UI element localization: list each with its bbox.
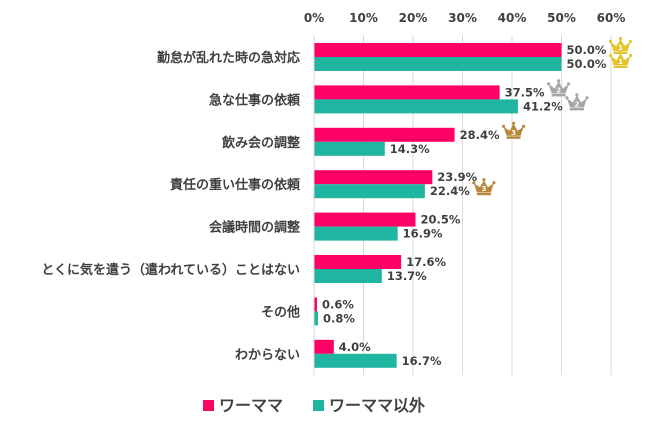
category-label: わからない (235, 348, 300, 363)
x-tick-label: 0% (304, 11, 324, 25)
bar-waamama (314, 85, 500, 100)
category-label: 急な仕事の依頼 (209, 92, 301, 108)
bar-other (314, 184, 425, 199)
bar-other (314, 311, 318, 326)
bar-other (314, 353, 397, 368)
data-label: 50.0% (567, 57, 607, 71)
rank-1-crown-icon: 1 (608, 50, 633, 68)
rank-2-crown-icon: 2 (565, 93, 589, 111)
x-tick-label: 30% (448, 11, 477, 25)
svg-text:1: 1 (618, 44, 623, 52)
category-label: 飲み会の調整 (221, 135, 301, 151)
svg-text:2: 2 (556, 86, 561, 94)
category-label: 会議時間の調整 (209, 220, 301, 236)
bar-waamama (314, 212, 416, 227)
data-label: 41.2% (523, 99, 563, 113)
rank-2-crown-icon: 2 (547, 79, 571, 97)
category-label: とくに気を遣う（遣われている）ことはない (41, 262, 300, 278)
x-tick-label: 40% (498, 11, 527, 25)
bar-waamama (314, 127, 455, 142)
bar-waamama (314, 255, 402, 269)
data-label: 4.0% (339, 340, 371, 354)
data-label: 22.4% (430, 184, 470, 198)
bar-waamama (314, 170, 433, 185)
category-label: その他 (261, 304, 300, 320)
bar-other (314, 57, 562, 71)
bar-other (314, 99, 518, 114)
bar-other (314, 226, 398, 241)
legend-swatch (203, 400, 214, 411)
legend-swatch (313, 400, 324, 411)
data-label: 16.9% (403, 227, 443, 241)
bar-waamama (314, 297, 317, 312)
data-label: 16.7% (402, 354, 442, 368)
bar-other (314, 141, 385, 156)
data-label: 0.8% (323, 311, 355, 325)
x-tick-label: 60% (597, 11, 626, 25)
x-tick-label: 20% (399, 11, 428, 25)
category-label: 責任の重い仕事の依頼 (170, 177, 301, 193)
data-label: 50.0% (567, 43, 607, 57)
data-label: 37.5% (505, 85, 545, 99)
data-label: 13.7% (387, 269, 427, 283)
bar-other (314, 269, 382, 283)
data-label: 14.3% (390, 142, 430, 156)
svg-text:1: 1 (618, 58, 623, 66)
data-label: 20.5% (420, 213, 460, 227)
svg-text:3: 3 (481, 185, 486, 193)
category-label: 勤怠が乱れた時の急対応 (157, 50, 300, 66)
data-label: 17.6% (406, 255, 446, 269)
data-label: 23.9% (437, 170, 477, 184)
data-label: 0.6% (322, 297, 354, 311)
x-tick-label: 10% (349, 11, 378, 25)
legend-label: ワーママ (219, 396, 283, 415)
bar-waamama (314, 43, 562, 57)
x-tick-label: 50% (547, 11, 576, 25)
svg-text:2: 2 (575, 100, 580, 108)
bar-waamama (314, 339, 334, 354)
rank-3-crown-icon: 3 (501, 121, 526, 139)
legend-label: ワーママ以外 (329, 396, 425, 415)
rank-3-crown-icon: 3 (472, 178, 496, 196)
svg-text:3: 3 (511, 129, 516, 137)
data-label: 28.4% (460, 128, 500, 142)
